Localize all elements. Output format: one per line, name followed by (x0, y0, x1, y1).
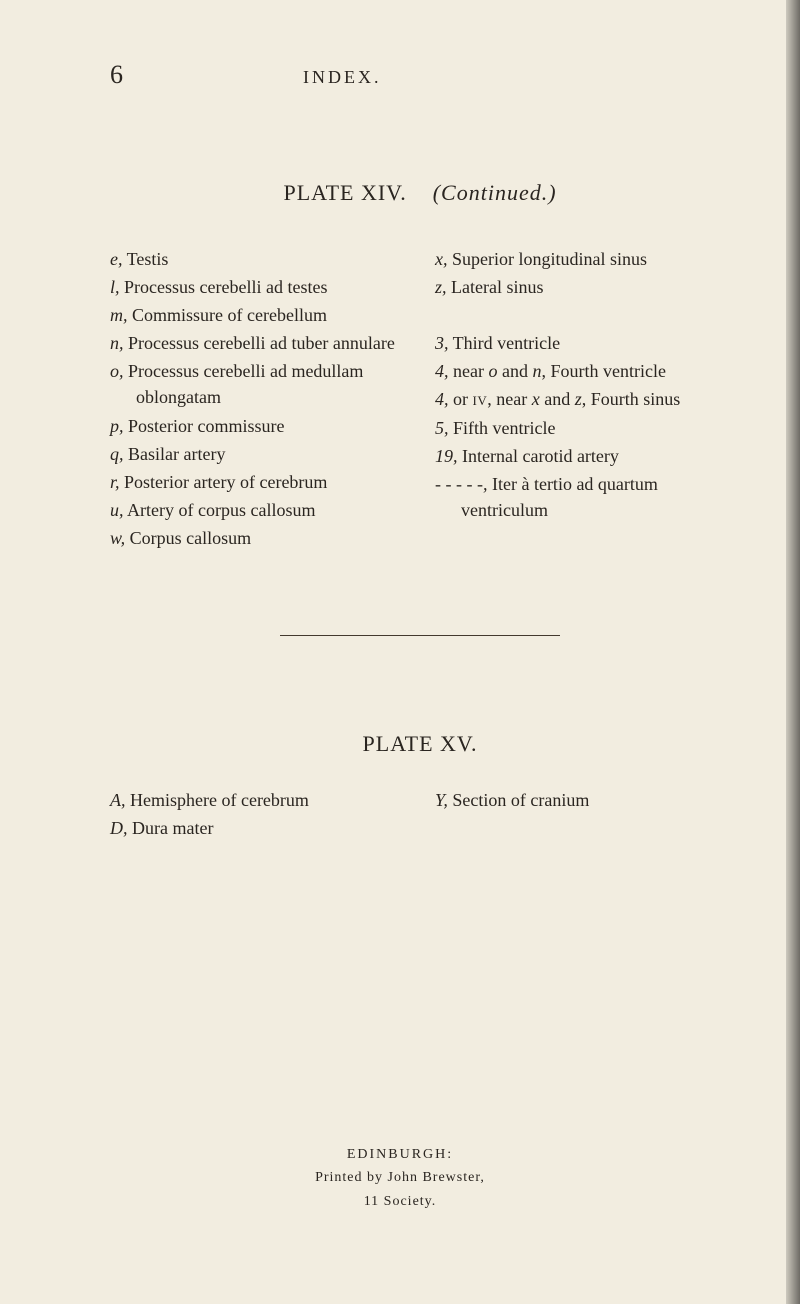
index-entry: D, Dura mater (110, 815, 405, 841)
entry-text: Processus cerebelli ad testes (120, 277, 328, 297)
entry-text: Commissure of cerebellum (128, 305, 327, 325)
entry-label: 4, (435, 361, 449, 381)
entry-text: near o and n, Fourth ventricle (449, 361, 666, 381)
entry-label: e, (110, 249, 123, 269)
plate-14-title: PLATE XIV. (Continued.) (110, 180, 730, 206)
index-entry: o, Processus cerebelli ad medullam oblon… (110, 358, 405, 410)
entry-label: 5, (435, 418, 449, 438)
entry-text: Lateral sinus (447, 277, 544, 297)
index-entry: 19, Internal carotid artery (435, 443, 730, 469)
entry-text: Basilar artery (124, 444, 226, 464)
footer-address: 11 Society. (0, 1190, 800, 1214)
entry-label: u, (110, 500, 124, 520)
index-entry: z, Lateral sinus (435, 274, 730, 300)
entry-text: Posterior commissure (124, 416, 285, 436)
entry-text: or iv, near x and z, Fourth sinus (449, 389, 681, 409)
plate-15-right-col: Y, Section of cranium (435, 787, 730, 843)
entry-label: D, (110, 818, 128, 838)
entry-label: x, (435, 249, 448, 269)
index-label: INDEX. (303, 67, 382, 88)
page: 6 INDEX. PLATE XIV. (Continued.) e, Test… (0, 0, 800, 1304)
index-entry: m, Commissure of cerebellum (110, 302, 405, 328)
index-entry: q, Basilar artery (110, 441, 405, 467)
divider-wrap (110, 623, 730, 641)
index-entry: p, Posterior commissure (110, 413, 405, 439)
entry-text: Corpus callosum (125, 528, 251, 548)
entry-text: Dura mater (128, 818, 214, 838)
entry-label: q, (110, 444, 124, 464)
plate-15-title: PLATE XV. (110, 731, 730, 757)
index-entry: 5, Fifth ventricle (435, 415, 730, 441)
entry-label: p, (110, 416, 124, 436)
index-entry: 4, or iv, near x and z, Fourth sinus (435, 386, 730, 412)
entry-label: A, (110, 790, 126, 810)
entry-label: l, (110, 277, 120, 297)
plate-14-title-right: (Continued.) (433, 180, 557, 205)
index-entry: - - - - -, Iter à tertio ad quartum vent… (435, 471, 730, 523)
plate-15-left-col: A, Hemisphere of cerebrumD, Dura mater (110, 787, 405, 843)
entry-text: Processus cerebelli ad medullam oblongat… (124, 361, 364, 407)
entry-text: Third ventricle (449, 333, 561, 353)
entry-label: Y, (435, 790, 448, 810)
entry-text: Testis (123, 249, 169, 269)
entry-text: Fifth ventricle (449, 418, 556, 438)
footer-printer: Printed by John Brewster, (0, 1166, 800, 1190)
index-entry (435, 302, 730, 328)
entry-text: Processus cerebelli ad tuber annulare (124, 333, 395, 353)
footer-city: EDINBURGH: (0, 1143, 800, 1167)
plate-14-columns: e, Testisl, Processus cerebelli ad teste… (110, 246, 730, 553)
index-entry: w, Corpus callosum (110, 525, 405, 551)
entry-label: z, (435, 277, 447, 297)
divider-rule (280, 635, 560, 636)
plate-14-left-col: e, Testisl, Processus cerebelli ad teste… (110, 246, 405, 553)
entry-text: Superior longitudinal sinus (448, 249, 648, 269)
index-entry: n, Processus cerebelli ad tuber annulare (110, 330, 405, 356)
index-entry: l, Processus cerebelli ad testes (110, 274, 405, 300)
index-entry: e, Testis (110, 246, 405, 272)
index-entry: r, Posterior artery of cerebrum (110, 469, 405, 495)
entry-label: r, (110, 472, 120, 492)
entry-label: w, (110, 528, 125, 548)
entry-label: 4, (435, 389, 449, 409)
entry-text: Hemisphere of cerebrum (126, 790, 309, 810)
footer: EDINBURGH: Printed by John Brewster, 11 … (0, 1143, 800, 1214)
page-number: 6 (110, 60, 123, 90)
entry-label: o, (110, 361, 124, 381)
plate-14-title-left: PLATE XIV. (283, 180, 406, 205)
entry-text: Posterior artery of cerebrum (120, 472, 328, 492)
index-entry: 4, near o and n, Fourth ventricle (435, 358, 730, 384)
plate-15-columns: A, Hemisphere of cerebrumD, Dura mater Y… (110, 787, 730, 843)
entry-label: m, (110, 305, 128, 325)
entry-text: Artery of corpus callosum (124, 500, 316, 520)
header: 6 INDEX. (110, 60, 730, 90)
entry-label: n, (110, 333, 124, 353)
entry-text: Internal carotid artery (458, 446, 619, 466)
index-entry: x, Superior longitudinal sinus (435, 246, 730, 272)
entry-text: Section of cranium (448, 790, 589, 810)
index-entry: u, Artery of corpus callosum (110, 497, 405, 523)
entry-text: Iter à tertio ad quartum ventriculum (461, 474, 658, 520)
index-entry: A, Hemisphere of cerebrum (110, 787, 405, 813)
plate-14-right-col: x, Superior longitudinal sinusz, Lateral… (435, 246, 730, 553)
entry-label: - - - - -, (435, 474, 487, 494)
index-entry: Y, Section of cranium (435, 787, 730, 813)
entry-label: 19, (435, 446, 458, 466)
index-entry: 3, Third ventricle (435, 330, 730, 356)
entry-label: 3, (435, 333, 449, 353)
